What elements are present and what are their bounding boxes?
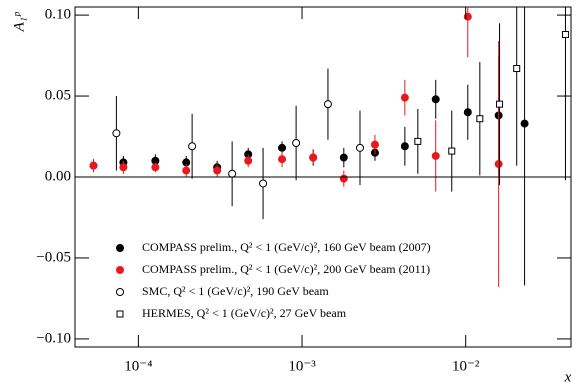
marker <box>463 108 472 117</box>
legend-marker <box>116 244 124 252</box>
marker <box>513 65 521 73</box>
legend-label: SMC, Q² < 1 (GeV/c)², 190 GeV beam <box>142 284 329 298</box>
marker <box>89 161 98 170</box>
marker <box>431 151 440 160</box>
y-tick-label: −0.05 <box>36 249 71 265</box>
marker <box>259 179 268 188</box>
marker <box>278 155 287 164</box>
marker <box>151 163 160 172</box>
marker <box>355 143 364 152</box>
legend-marker <box>116 288 124 296</box>
marker <box>448 147 456 155</box>
marker <box>339 153 348 162</box>
marker <box>278 143 287 152</box>
marker <box>496 100 504 108</box>
marker <box>561 31 569 39</box>
y-tick-label: 0.10 <box>45 7 71 23</box>
x-axis-label: x <box>564 369 572 385</box>
marker <box>431 95 440 104</box>
marker <box>213 166 222 175</box>
marker <box>494 160 503 169</box>
legend-marker <box>116 266 124 274</box>
plot-area <box>89 7 569 288</box>
marker <box>228 169 237 178</box>
x-tick-label: 10⁻² <box>452 358 480 374</box>
marker <box>400 93 409 102</box>
marker <box>414 137 422 145</box>
marker <box>476 115 484 123</box>
legend-label: HERMES, Q² < 1 (GeV/c)², 27 GeV beam <box>142 306 347 320</box>
marker <box>112 129 121 138</box>
x-tick-label: 10⁻⁴ <box>124 358 152 374</box>
marker <box>119 163 128 172</box>
marker <box>400 142 409 151</box>
marker <box>520 119 529 128</box>
marker <box>292 139 301 147</box>
marker <box>244 156 253 165</box>
x-tick-label: 10⁻³ <box>288 358 316 374</box>
legend-marker <box>116 310 124 318</box>
marker <box>370 140 379 149</box>
legend-label: COMPASS prelim., Q² < 1 (GeV/c)², 160 Ge… <box>142 240 431 254</box>
y-tick-label: −0.10 <box>36 330 71 346</box>
marker <box>309 153 318 162</box>
marker <box>323 100 332 109</box>
y-tick-label: 0.05 <box>45 87 71 103</box>
marker <box>188 142 197 151</box>
y-tick-label: 0.00 <box>45 168 71 184</box>
legend-label: COMPASS prelim., Q² < 1 (GeV/c)², 200 Ge… <box>142 262 430 276</box>
marker <box>182 166 191 175</box>
y-axis-label: A₁ᵖ <box>11 12 27 32</box>
marker <box>339 174 348 183</box>
